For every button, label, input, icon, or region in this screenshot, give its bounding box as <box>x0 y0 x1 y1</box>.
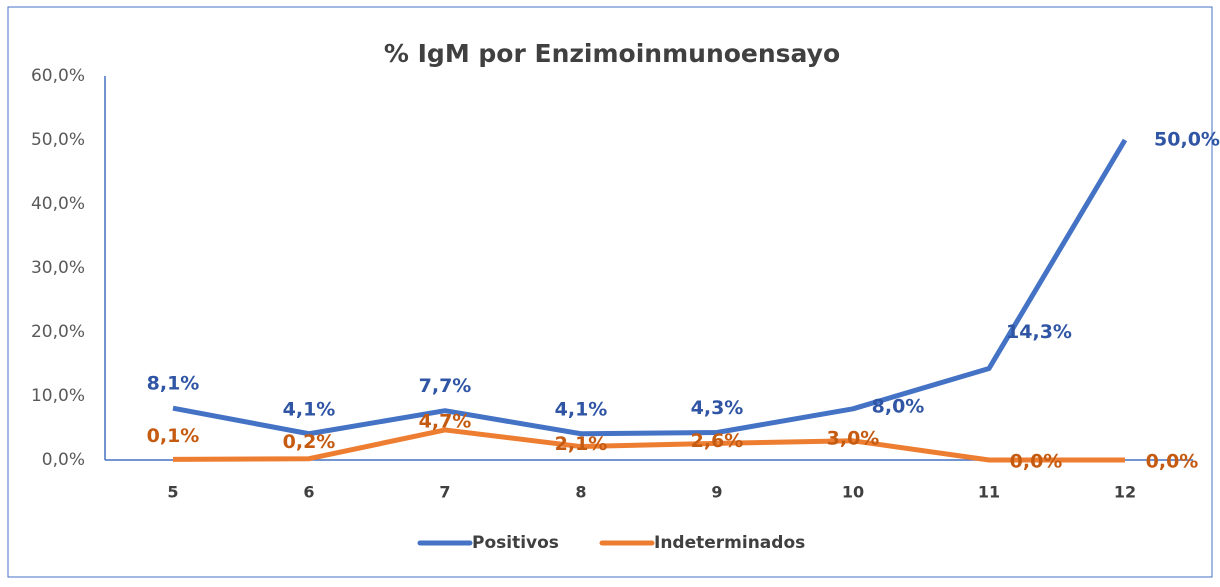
x-tick-label: 11 <box>978 483 1000 502</box>
x-tick-label: 9 <box>711 483 722 502</box>
chart-title: % IgM por Enzimoinmunoensayo <box>384 39 840 68</box>
y-tick-label: 30,0% <box>31 258 85 278</box>
data-label: 8,1% <box>147 373 200 395</box>
y-tick-label: 10,0% <box>31 386 85 406</box>
data-label: 4,3% <box>691 397 744 419</box>
data-label: 50,0% <box>1154 129 1220 151</box>
chart-border <box>7 6 1213 578</box>
data-label: 7,7% <box>419 375 472 397</box>
data-label: 4,1% <box>555 398 608 420</box>
y-tick-label: 60,0% <box>31 66 85 86</box>
series-line <box>172 427 1125 463</box>
data-label: 0,2% <box>283 431 336 453</box>
data-label: 2,6% <box>691 430 744 452</box>
data-label: 0,0% <box>1010 451 1063 473</box>
data-label: 4,1% <box>283 398 336 420</box>
series-line <box>172 138 1128 437</box>
data-label: 0,1% <box>147 425 200 447</box>
x-tick-label: 8 <box>575 483 586 502</box>
x-tick-label: 10 <box>842 483 864 502</box>
x-tick-label: 5 <box>167 483 178 502</box>
y-tick-label: 0,0% <box>42 450 85 470</box>
x-tick-label: 6 <box>303 483 314 502</box>
legend-label: Positivos <box>472 533 559 553</box>
y-tick-label: 20,0% <box>31 322 85 342</box>
data-label: 8,0% <box>872 395 925 417</box>
x-tick-label: 12 <box>1114 483 1136 502</box>
legend-label: Indeterminados <box>654 533 805 553</box>
y-tick-label: 40,0% <box>31 194 85 214</box>
data-label: 3,0% <box>827 427 880 449</box>
data-label: 2,1% <box>555 433 608 455</box>
x-tick-label: 7 <box>439 483 450 502</box>
data-label: 14,3% <box>1006 321 1072 343</box>
data-label: 0,0% <box>1146 451 1199 473</box>
data-label: 4,7% <box>419 410 472 432</box>
y-tick-label: 50,0% <box>31 130 85 150</box>
